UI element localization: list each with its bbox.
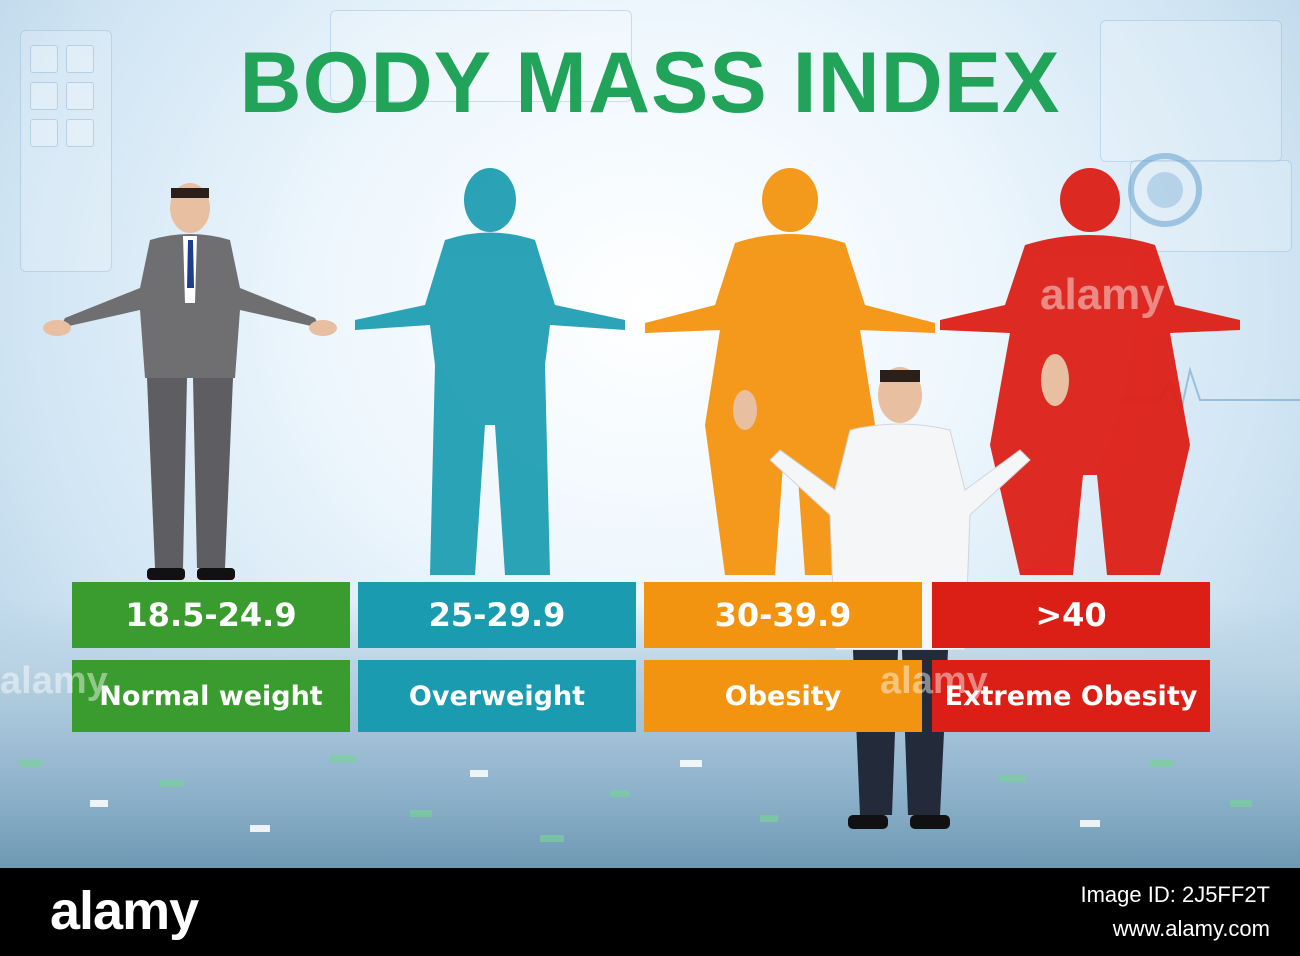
footer-image-id: Image ID: 2J5FF2T <box>1080 882 1270 907</box>
floor-tile <box>540 835 564 842</box>
normal-weight-range: 18.5-24.9 <box>72 582 350 648</box>
floor-tile <box>160 780 184 787</box>
overweight-range: 25-29.9 <box>358 582 636 648</box>
bg-icon <box>30 82 58 110</box>
floor-tile <box>20 760 42 767</box>
floor-tile <box>250 825 270 832</box>
watermark: alamy <box>1040 270 1165 319</box>
footer-info: Image ID: 2J5FF2T www.alamy.com <box>1080 878 1270 946</box>
floor-tile <box>1000 775 1026 782</box>
bg-icon <box>66 119 94 147</box>
bg-icon <box>66 82 94 110</box>
floor-tile <box>330 755 356 762</box>
bg-panel-right-2 <box>1130 160 1292 252</box>
bg-dial-icon <box>1128 153 1202 227</box>
floor-tile <box>760 815 778 822</box>
bg-panel-right <box>1100 20 1282 162</box>
watermark: alamy <box>0 660 108 702</box>
footer-url: www.alamy.com <box>1112 916 1270 941</box>
floor-tile <box>1230 800 1252 807</box>
overweight-label: Overweight <box>358 660 636 732</box>
extreme-obesity-range: >40 <box>932 582 1210 648</box>
bg-icon <box>30 119 58 147</box>
footer-brand: alamy <box>50 881 199 941</box>
extreme-obesity-silhouette <box>940 168 1240 575</box>
floor-tile <box>610 790 630 797</box>
obesity-range: 30-39.9 <box>644 582 922 648</box>
floor-tile <box>410 810 432 817</box>
floor-tile <box>680 760 702 767</box>
bg-icon <box>30 45 58 73</box>
extreme-obesity-label: Extreme Obesity <box>932 660 1210 732</box>
bg-icon <box>66 45 94 73</box>
photo-scene: BODY MASS INDEX <box>0 0 1300 868</box>
page-title: BODY MASS INDEX <box>239 35 1061 131</box>
floor-tile <box>1150 760 1174 767</box>
footer-bar <box>0 868 1300 956</box>
watermark: alamy <box>880 660 988 702</box>
obesity-label: Obesity <box>644 660 922 732</box>
floor-tile <box>1080 820 1100 827</box>
bg-panel-top <box>330 10 632 102</box>
overweight-silhouette <box>355 168 625 575</box>
floor-tile <box>90 800 108 807</box>
normal-weight-label: Normal weight <box>72 660 350 732</box>
floor-tile <box>470 770 488 777</box>
businessman-figure <box>43 183 337 580</box>
